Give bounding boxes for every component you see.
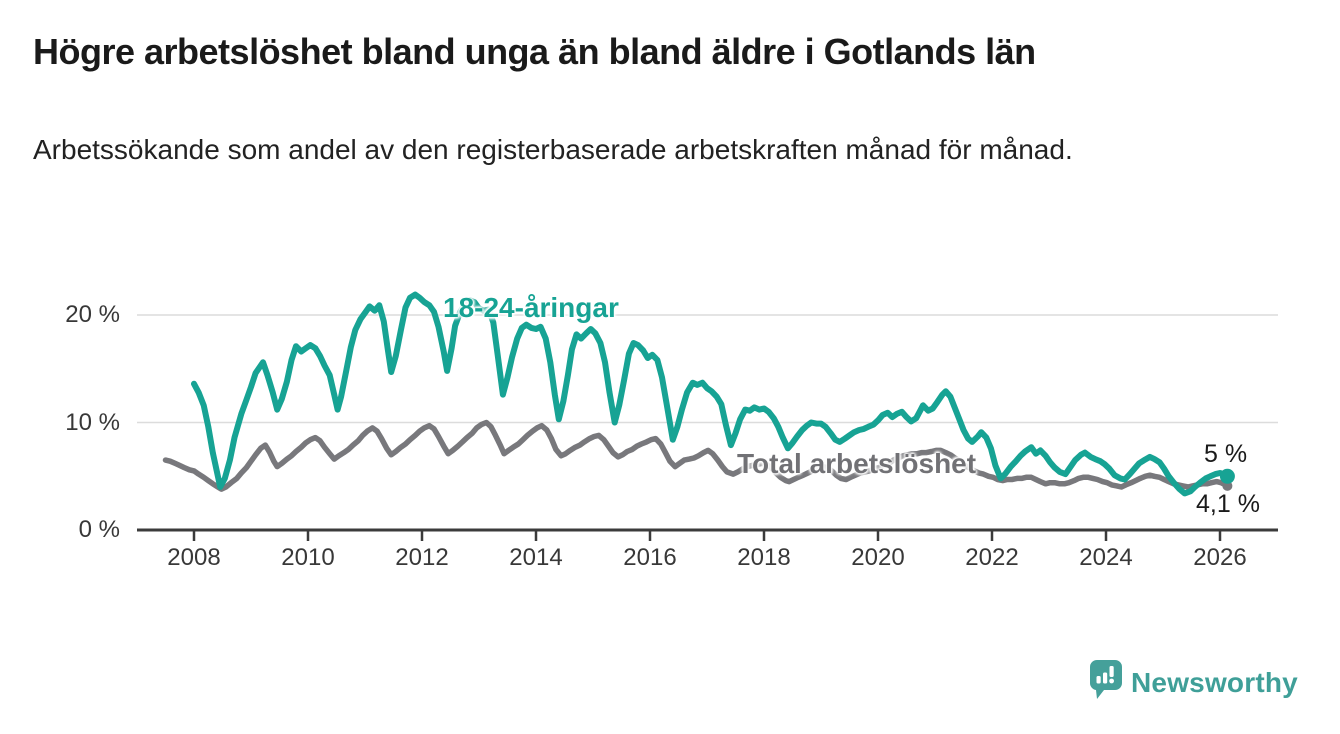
newsworthy-logo-text: Newsworthy (1131, 666, 1298, 698)
youth-series-line (191, 291, 1231, 497)
newsworthy-logo-icon (1089, 660, 1122, 705)
youth-end-dot (1219, 468, 1235, 484)
page-title: Högre arbetslöshet bland unga än bland ä… (33, 31, 1036, 72)
total-series-line (162, 419, 1231, 492)
chart-subtitle: Arbetssökande som andel av den registerb… (33, 134, 1073, 165)
newsworthy-logo: Newsworthy (1089, 660, 1298, 705)
total-end-dot (1222, 480, 1233, 491)
